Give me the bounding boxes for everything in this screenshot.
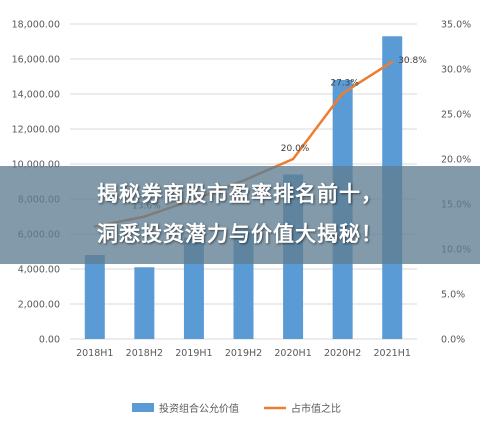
banner-headline-line-2: 洞悉投资潜力与价值大揭秘！	[97, 222, 383, 246]
data-label: 20.0%	[281, 144, 310, 154]
y2-tick-label: 20.0%	[441, 155, 471, 166]
x-tick-label: 2020H2	[324, 348, 361, 359]
y2-tick-label: 25.0%	[441, 110, 471, 121]
y2-tick-label: 5.0%	[441, 290, 465, 301]
y-tick-label: 4,000.00	[18, 265, 60, 276]
y-tick-label: 2,000.00	[18, 300, 60, 311]
legend-label-line: 占市值之比	[291, 402, 341, 415]
x-tick-label: 2018H1	[76, 348, 113, 359]
x-tick-label: 2021H1	[374, 348, 411, 359]
x-tick-label: 2020H1	[274, 348, 311, 359]
y-tick-label: 10,000.00	[12, 160, 60, 171]
banner-headline-line-1: 揭秘券商股市盈率排名前十，	[97, 182, 383, 206]
x-tick-label: 2019H1	[175, 348, 212, 359]
x-axis-ticks: 2018H1 2018H2 2019H1 2019H2 2020H1 2020H2 2021…	[76, 348, 411, 359]
y-tick-label: 12,000.00	[12, 125, 60, 136]
y2-tick-label: 0.0%	[441, 335, 465, 346]
y-tick-label: 16,000.00	[12, 55, 60, 66]
y2-tick-label: 30.0%	[441, 65, 471, 76]
bar	[84, 255, 105, 339]
title-banner: 揭秘券商股市盈率排名前十， 洞悉投资潜力与价值大揭秘！	[0, 166, 480, 264]
data-label: 30.8%	[398, 56, 427, 66]
y-tick-label: 14,000.00	[12, 90, 60, 101]
legend: 投资组合公允价值 占市值之比	[132, 402, 341, 415]
x-tick-label: 2019H2	[225, 348, 262, 359]
y-tick-label: 18,000.00	[12, 20, 60, 31]
legend-swatch-bar	[132, 403, 154, 412]
y-tick-label: 0.00	[39, 335, 60, 346]
legend-label-bar: 投资组合公允价值	[159, 402, 239, 415]
y2-tick-label: 35.0%	[441, 20, 471, 31]
bar	[134, 267, 155, 339]
data-label: 27.3%	[330, 78, 359, 88]
x-tick-label: 2018H2	[126, 348, 163, 359]
